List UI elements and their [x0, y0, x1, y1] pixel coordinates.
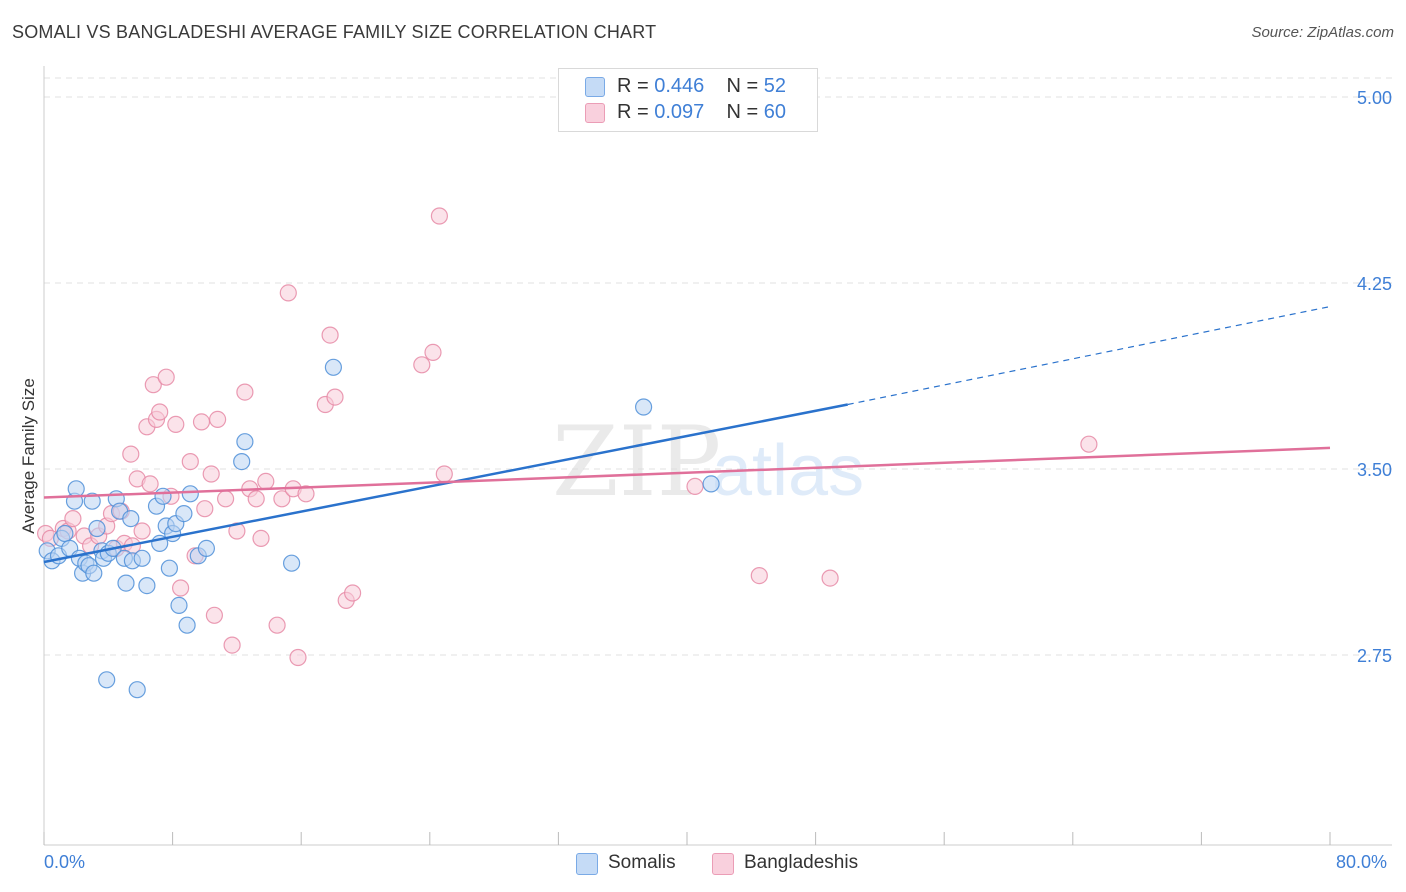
somali-point — [117, 574, 135, 592]
y-tick-label: 2.75 — [1357, 646, 1392, 666]
somalis-label: Somalis — [608, 852, 676, 873]
bangladeshi-point — [167, 415, 185, 433]
somali-trend-extension — [847, 305, 1331, 406]
somali-point — [67, 480, 85, 498]
somali-point — [122, 509, 140, 528]
somali-n-value: 52 — [763, 75, 787, 97]
bangladeshi-point — [257, 472, 275, 490]
somali-point — [138, 576, 156, 595]
grid-layer — [44, 77, 1392, 656]
bangladeshi-point — [172, 579, 190, 597]
bangladeshi-point — [196, 500, 214, 518]
somali-point — [175, 504, 193, 523]
bangladeshi-point — [157, 368, 175, 386]
bangladeshi-point — [192, 413, 211, 431]
somali-point — [236, 433, 254, 451]
somali-point — [178, 616, 196, 634]
watermark-zip: ZIP — [552, 406, 721, 518]
y-tick-label: 3.50 — [1357, 460, 1392, 480]
somali-point — [634, 398, 653, 416]
somali-point — [83, 492, 101, 510]
correlation-legend: R = 0.446 N = 52 R = 0.097 N = 60 — [558, 68, 818, 132]
bangladeshi-point — [435, 465, 453, 483]
bangladeshi-point — [181, 453, 199, 471]
bangladeshi-point — [321, 326, 339, 344]
bangladeshi-point — [217, 490, 235, 508]
bangladeshi-point — [247, 490, 265, 508]
bangladeshi-point — [279, 284, 297, 302]
bangladeshi-point — [686, 477, 704, 495]
somali-point — [85, 564, 103, 582]
source-label: Source: ZipAtlas.com — [1251, 24, 1394, 41]
somalis-swatch — [576, 853, 598, 875]
bangladeshi-n-label: N = — [726, 101, 759, 123]
bangladeshi-point — [430, 207, 448, 225]
bangladeshis-label: Bangladeshis — [744, 852, 859, 873]
chart-title: SOMALI VS BANGLADESHI AVERAGE FAMILY SIZ… — [12, 22, 657, 42]
somali-swatch — [585, 77, 605, 97]
bangladeshi-trend-line — [43, 446, 1331, 499]
bangladeshi-point — [133, 522, 151, 540]
somali-point — [170, 596, 188, 615]
bangladeshi-point — [273, 490, 291, 508]
somali-point — [56, 524, 74, 543]
bangladeshi-point — [289, 648, 307, 667]
bangladeshi-r-label: R = — [617, 101, 649, 123]
somali-point — [128, 681, 146, 699]
x-tick-label-min: 0.0% — [44, 852, 86, 872]
bangladeshi-stats: R = 0.097 N = 60 — [617, 101, 786, 124]
watermark: ZIP atlas — [552, 406, 864, 518]
trend-layer — [43, 305, 1331, 564]
bangladeshis-swatch — [712, 853, 734, 875]
bangladeshi-point — [236, 383, 254, 401]
bangladeshi-point — [268, 616, 286, 634]
bangladeshi-n-value: 60 — [763, 101, 787, 123]
bangladeshi-point — [1080, 435, 1098, 453]
y-tick-label: 4.25 — [1357, 274, 1392, 294]
somali-r-label: R = — [617, 75, 649, 97]
bangladeshi-swatch — [585, 103, 605, 123]
x-tick-label-max: 80.0% — [1336, 852, 1388, 872]
y-axis-title: Average Family Size — [19, 378, 38, 534]
somali-point — [160, 559, 178, 577]
bangladeshi-point — [326, 388, 344, 406]
points-layer — [36, 207, 1098, 699]
somali-point — [181, 485, 199, 503]
somali-point — [324, 358, 342, 376]
bangladeshi-point — [424, 343, 442, 361]
bangladeshi-point — [144, 376, 162, 394]
somali-point — [133, 549, 151, 567]
somali-stats: R = 0.446 N = 52 — [617, 75, 786, 98]
somali-point — [98, 671, 116, 689]
bangladeshi-point — [344, 584, 362, 602]
tick-label-layer: 2.75 3.50 4.25 5.00 — [1357, 88, 1392, 666]
bangladeshi-point — [205, 606, 223, 624]
y-tick-label: 5.00 — [1357, 88, 1392, 108]
somali-point — [702, 475, 720, 493]
bangladeshi-point — [750, 566, 768, 585]
bangladeshi-point — [64, 509, 82, 528]
bangladeshi-point — [209, 410, 227, 428]
bangladeshi-r-value: 0.097 — [654, 101, 705, 123]
bangladeshi-point — [122, 445, 140, 463]
bangladeshi-point — [141, 475, 159, 493]
bangladeshi-point — [223, 636, 241, 654]
somali-point — [283, 554, 301, 572]
bangladeshi-point — [252, 529, 270, 548]
somali-n-label: N = — [726, 75, 759, 97]
somali-point — [154, 487, 172, 505]
somali-point — [197, 539, 215, 558]
bangladeshi-point — [413, 356, 431, 374]
bangladeshi-point — [297, 485, 315, 503]
bangladeshi-point — [202, 465, 220, 483]
somali-point — [88, 519, 106, 538]
axis-layer — [43, 66, 1392, 846]
bangladeshi-point — [151, 403, 169, 421]
bangladeshi-point — [821, 569, 839, 587]
somali-r-value: 0.446 — [654, 75, 705, 97]
somali-point — [233, 453, 251, 471]
